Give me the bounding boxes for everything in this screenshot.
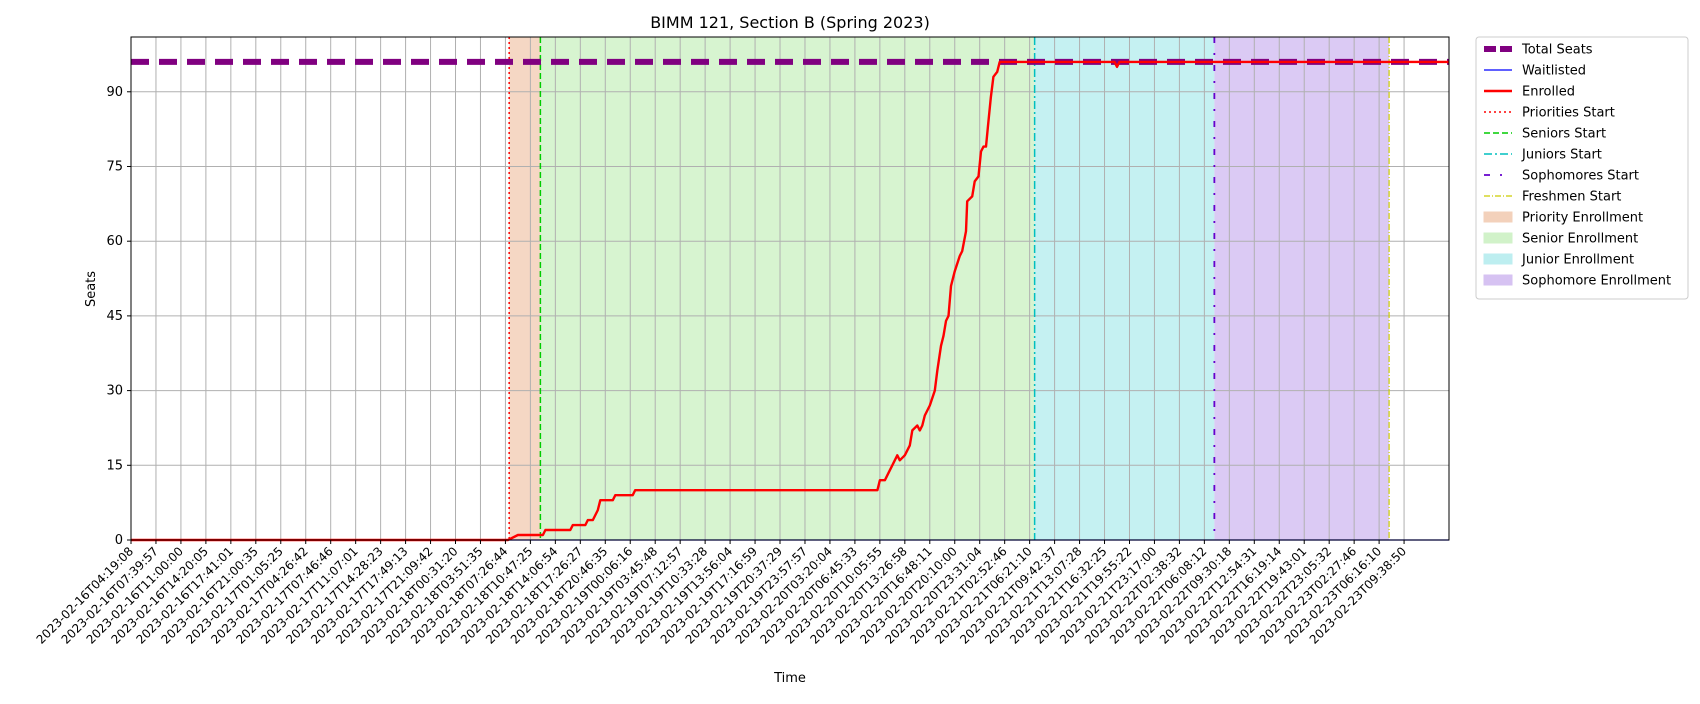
series-line <box>131 60 1449 542</box>
chart-title: BIMM 121, Section B (Spring 2023) <box>650 13 930 32</box>
y-tick-label: 15 <box>106 458 123 473</box>
phase-lines <box>508 37 1390 540</box>
legend-label: Priority Enrollment <box>1522 211 1643 226</box>
x-axis-label: Time <box>773 671 806 686</box>
legend-label: Junior Enrollment <box>1521 253 1634 268</box>
y-tick-label: 0 <box>115 533 123 548</box>
phase-spans <box>509 37 1390 540</box>
phase-span <box>540 37 1035 540</box>
legend-swatch <box>1483 274 1513 286</box>
phase-span <box>509 37 541 540</box>
y-axis-label: Seats <box>84 271 99 307</box>
phase-span <box>1214 37 1390 540</box>
legend-label: Senior Enrollment <box>1522 232 1638 247</box>
axes: 01530456075902023-02-16T04:19:082023-02-… <box>34 36 1450 647</box>
legend-label: Enrolled <box>1522 85 1575 100</box>
grid <box>130 37 1449 541</box>
phase-span <box>1034 37 1215 540</box>
y-tick-label: 30 <box>106 384 123 399</box>
legend-label: Priorities Start <box>1522 106 1615 121</box>
y-tick-label: 60 <box>106 234 123 249</box>
y-tick-label: 90 <box>106 85 123 100</box>
legend: Total Seats Waitlisted Enrolled Priorities … <box>1475 36 1689 300</box>
legend-label: Freshmen Start <box>1522 190 1621 205</box>
plot-frame <box>130 36 1450 541</box>
legend-box <box>1475 36 1689 300</box>
legend-label: Juniors Start <box>1521 148 1602 163</box>
legend-label: Sophomores Start <box>1522 169 1639 184</box>
legend-label: Sophomore Enrollment <box>1522 274 1671 289</box>
legend-label: Seniors Start <box>1522 127 1606 142</box>
legend-label: Waitlisted <box>1522 64 1586 79</box>
y-tick-label: 45 <box>106 309 123 324</box>
legend-swatch <box>1483 253 1513 265</box>
legend-swatch <box>1483 211 1513 223</box>
y-tick-label: 75 <box>106 159 123 174</box>
legend-label: Total Seats <box>1521 43 1593 58</box>
legend-swatch <box>1483 232 1513 244</box>
